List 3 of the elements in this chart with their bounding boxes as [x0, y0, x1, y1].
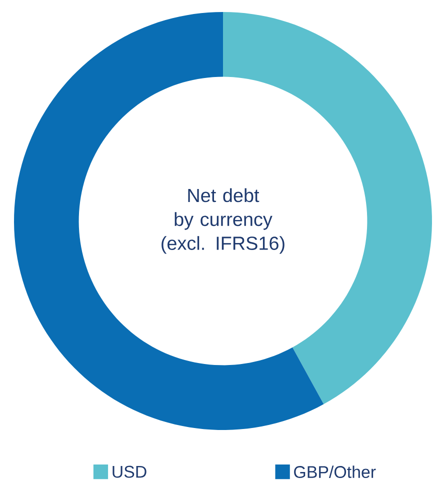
legend-label: USD	[112, 466, 146, 478]
legend-label: GBP/Other	[294, 466, 376, 478]
text: Net debt by currency (excl. IFRS16)	[162, 188, 284, 254]
